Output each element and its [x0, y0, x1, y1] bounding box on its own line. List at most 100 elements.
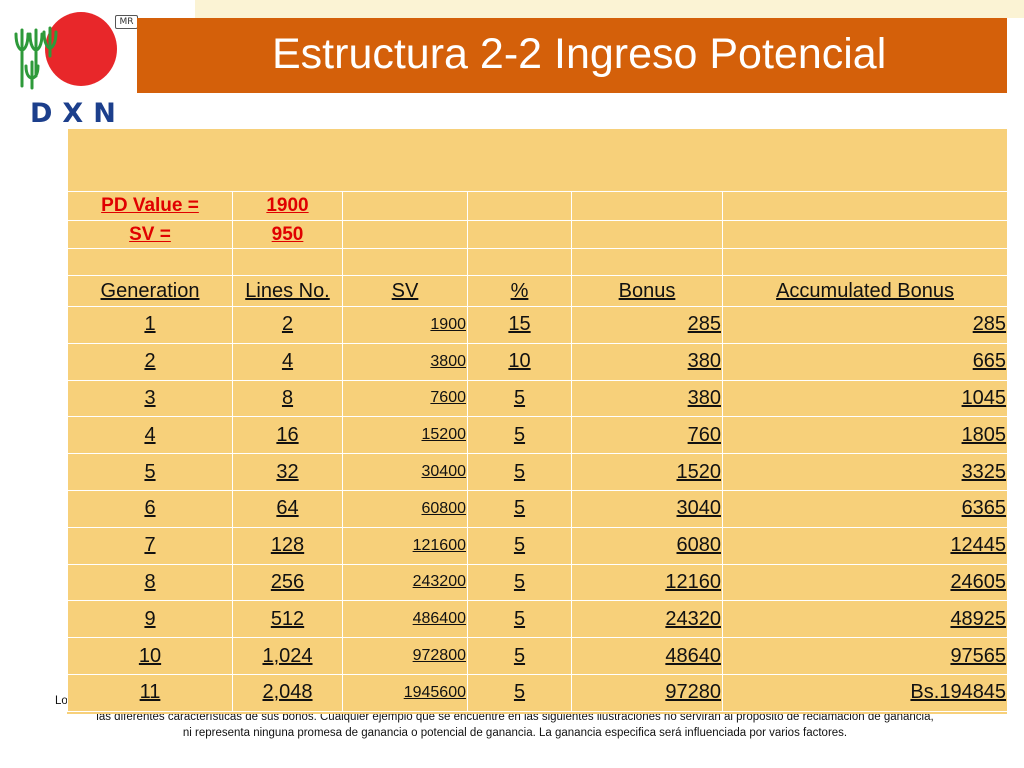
accumulated-bonus-cell: 1045 — [721, 379, 1009, 418]
generation-cell: 9 — [67, 600, 233, 639]
pd-value-row: PD Value = 1900 — [67, 191, 1009, 221]
page-title: Estructura 2-2 Ingreso Potencial — [272, 30, 887, 78]
registered-mark: MR — [115, 15, 138, 29]
disclaimer-line-2: las diferentes características de sus bo… — [96, 711, 934, 723]
sv-label: SV = — [67, 220, 233, 249]
generation-cell: 1 — [67, 306, 233, 344]
generation-cell: 4 — [67, 416, 233, 455]
header-bonus: Bonus — [571, 275, 723, 307]
accumulated-bonus-cell: 6365 — [721, 489, 1009, 528]
sv-cell: 3800 — [342, 342, 468, 381]
generation-cell: 11 — [67, 673, 233, 712]
table-row: 5 32 30400 5 1520 3325 — [67, 453, 1009, 491]
percent-cell: 5 — [467, 489, 572, 528]
accumulated-bonus-cell: 97565 — [721, 637, 1009, 675]
table-row: 8 256 243200 5 12160 24605 — [67, 563, 1009, 602]
accumulated-bonus-cell: 665 — [721, 342, 1009, 381]
table-row: 7 128 121600 5 6080 12445 — [67, 526, 1009, 565]
sv-value-row: SV = 950 — [67, 220, 1009, 249]
sv-cell: 121600 — [342, 526, 468, 565]
sv-cell: 1945600 — [342, 673, 468, 712]
generation-cell: 8 — [67, 563, 233, 602]
table-row: 11 2,048 1945600 5 97280 Bs.194845 — [67, 673, 1009, 712]
lines-cell: 2 — [232, 306, 343, 344]
title-bar: Estructura 2-2 Ingreso Potencial — [137, 18, 1007, 93]
disclaimer: Lo las diferentes características de sus… — [40, 693, 990, 741]
percent-cell: 5 — [467, 416, 572, 455]
table-header-row: Generation Lines No. SV % Bonus Accumula… — [67, 275, 1009, 307]
table-row: 3 8 7600 5 380 1045 — [67, 379, 1009, 418]
table-row: 4 16 15200 5 760 1805 — [67, 416, 1009, 455]
lines-cell: 32 — [232, 453, 343, 491]
header-sv: SV — [342, 275, 468, 307]
accumulated-bonus-cell: 1805 — [721, 416, 1009, 455]
sv-cell: 1900 — [342, 306, 468, 344]
accumulated-bonus-cell: 3325 — [721, 453, 1009, 491]
accumulated-bonus-cell: 24605 — [721, 563, 1009, 602]
bonus-cell: 760 — [571, 416, 723, 455]
bonus-cell: 6080 — [571, 526, 723, 565]
sv-value: 950 — [232, 220, 343, 249]
percent-cell: 5 — [467, 526, 572, 565]
percent-cell: 15 — [467, 306, 572, 344]
table-row: 1 2 1900 15 285 285 — [67, 306, 1009, 344]
generation-cell: 2 — [67, 342, 233, 381]
lines-cell: 16 — [232, 416, 343, 455]
percent-cell: 5 — [467, 637, 572, 675]
header-percent: % — [467, 275, 572, 307]
ganoderma-logo-icon — [14, 12, 117, 90]
sv-cell: 7600 — [342, 379, 468, 418]
lines-cell: 4 — [232, 342, 343, 381]
percent-cell: 5 — [467, 600, 572, 639]
bonus-cell: 3040 — [571, 489, 723, 528]
generation-cell: 10 — [67, 637, 233, 675]
lines-cell: 2,048 — [232, 673, 343, 712]
generation-cell: 3 — [67, 379, 233, 418]
lines-cell: 256 — [232, 563, 343, 602]
generation-cell: 6 — [67, 489, 233, 528]
header-generation: Generation — [67, 275, 233, 307]
bonus-cell: 380 — [571, 379, 723, 418]
top-decor-strip — [195, 0, 1024, 18]
sv-cell: 972800 — [342, 637, 468, 675]
lines-cell: 1,024 — [232, 637, 343, 675]
accumulated-bonus-cell: 285 — [721, 306, 1009, 344]
percent-cell: 5 — [467, 453, 572, 491]
lines-cell: 64 — [232, 489, 343, 528]
dxn-logo: MR DXN — [8, 6, 138, 129]
generation-cell: 5 — [67, 453, 233, 491]
bonus-cell: 97280 — [571, 673, 723, 712]
table-blank-row — [66, 128, 1009, 192]
table-row: 6 64 60800 5 3040 6365 — [67, 489, 1009, 528]
lines-cell: 512 — [232, 600, 343, 639]
pd-value: 1900 — [232, 191, 343, 221]
bonus-cell: 1520 — [571, 453, 723, 491]
bonus-cell: 12160 — [571, 563, 723, 602]
table-spacer-row — [67, 248, 1009, 276]
pd-label: PD Value = — [67, 191, 233, 221]
header-lines: Lines No. — [232, 275, 343, 307]
lines-cell: 8 — [232, 379, 343, 418]
bonus-cell: 48640 — [571, 637, 723, 675]
generation-cell: 7 — [67, 526, 233, 565]
income-table-panel: PD Value = 1900 SV = 950 Generation Line… — [66, 128, 1009, 714]
disclaimer-line-1: Lo — [55, 695, 68, 707]
disclaimer-line-3: ni representa ninguna promesa de gananci… — [182, 727, 848, 739]
sv-cell: 15200 — [342, 416, 468, 455]
table-row: 10 1,024 972800 5 48640 97565 — [67, 637, 1009, 675]
logo-text: DXN — [30, 98, 126, 129]
sv-cell: 60800 — [342, 489, 468, 528]
sv-cell: 486400 — [342, 600, 468, 639]
percent-cell: 10 — [467, 342, 572, 381]
sv-cell: 243200 — [342, 563, 468, 602]
lines-cell: 128 — [232, 526, 343, 565]
table-row: 2 4 3800 10 380 665 — [67, 342, 1009, 381]
accumulated-bonus-cell: 48925 — [721, 600, 1009, 639]
percent-cell: 5 — [467, 379, 572, 418]
percent-cell: 5 — [467, 673, 572, 712]
accumulated-bonus-cell: Bs.194845 — [721, 673, 1009, 712]
bonus-cell: 380 — [571, 342, 723, 381]
sv-cell: 30400 — [342, 453, 468, 491]
table-row: 9 512 486400 5 24320 48925 — [67, 600, 1009, 639]
bonus-cell: 24320 — [571, 600, 723, 639]
